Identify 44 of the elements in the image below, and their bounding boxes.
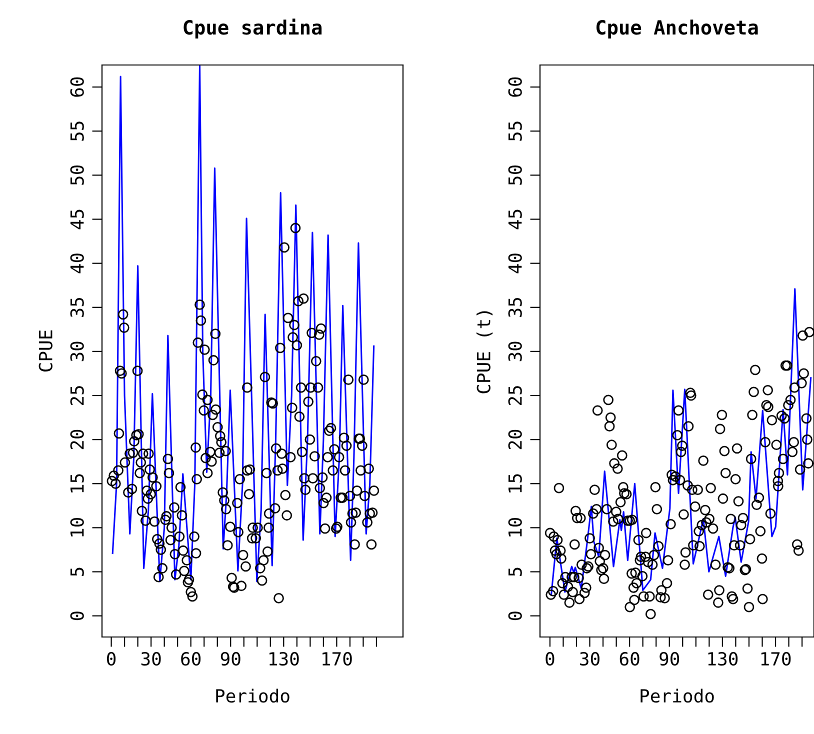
- y-tick-label: 15: [508, 474, 522, 492]
- y-tick-label: 40: [70, 254, 84, 274]
- x-tick-label: 60: [620, 652, 640, 666]
- y-tick-label: 20: [70, 430, 84, 450]
- chart-title: Cpue sardina: [184, 18, 322, 38]
- y-tick-label: 30: [70, 342, 84, 362]
- x-tick-label: 130: [270, 652, 299, 666]
- y-tick-label: 40: [508, 254, 522, 274]
- y-tick-label: 5: [508, 568, 522, 576]
- y-tick-label: 0: [70, 612, 84, 620]
- x-tick-label: 60: [181, 652, 201, 666]
- y-tick-label: 10: [508, 518, 522, 536]
- y-tick-label: 25: [508, 386, 522, 406]
- y-tick-label: 20: [508, 430, 522, 450]
- y-tick-label: 5: [70, 568, 84, 576]
- chart-title: Cpue Anchoveta: [596, 20, 758, 38]
- y-tick-label: 10: [70, 518, 84, 536]
- x-axis-title: Periodo: [216, 688, 290, 703]
- x-tick-label: 0: [546, 652, 554, 666]
- y-tick-label: 60: [70, 77, 84, 97]
- x-tick-label: 30: [580, 652, 600, 666]
- y-tick-label: 25: [70, 386, 84, 406]
- y-tick-label: 35: [508, 298, 522, 318]
- y-tick-label: 0: [508, 612, 522, 620]
- y-tick-label: 45: [70, 210, 84, 230]
- x-tick-label: 90: [220, 652, 240, 666]
- y-tick-label: 15: [70, 474, 84, 492]
- y-tick-label: 45: [508, 210, 522, 230]
- x-tick-label: 130: [708, 652, 738, 666]
- x-tick-label: 90: [660, 652, 680, 666]
- x-tick-label: 170: [322, 652, 352, 666]
- x-tick-label: 170: [761, 652, 791, 666]
- y-tick-label: 55: [508, 122, 522, 141]
- y-axis-title: CPUE (t): [476, 311, 493, 394]
- y-tick-label: 50: [508, 165, 522, 185]
- x-tick-label: 30: [141, 652, 161, 666]
- x-tick-label: 0: [107, 652, 116, 666]
- y-tick-label: 55: [70, 122, 84, 141]
- y-tick-label: 30: [508, 342, 522, 362]
- y-tick-label: 50: [70, 165, 84, 185]
- x-axis-title: Periodo: [640, 688, 714, 703]
- y-axis-title: CPUE: [38, 330, 52, 372]
- y-tick-label: 35: [70, 298, 84, 318]
- y-tick-label: 60: [508, 77, 522, 97]
